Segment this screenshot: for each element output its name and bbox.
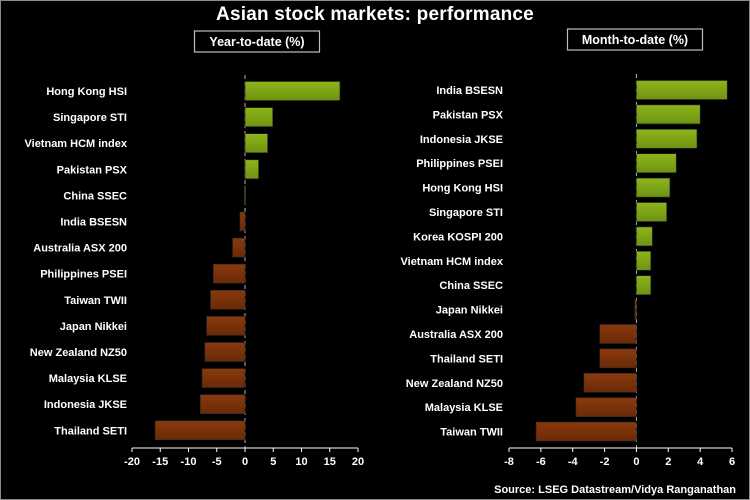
bar-ytd-0: [244, 81, 341, 101]
bar-ytd-12: [200, 394, 246, 415]
tick-label-ytd-8: 20: [352, 456, 364, 468]
bar-mtd-3: [636, 153, 677, 173]
bar-mtd-0: [636, 80, 728, 100]
category-label-ytd-7: Philippines PSEI: [40, 269, 127, 281]
chart-title: Asian stock markets: performance: [216, 4, 534, 25]
tick-label-mtd-4: 0: [633, 456, 639, 468]
tick-label-ytd-1: -15: [152, 456, 168, 468]
bar-ytd-7: [213, 263, 246, 284]
category-label-ytd-1: Singapore STI: [53, 112, 127, 124]
bar-ytd-13: [154, 420, 246, 441]
bar-ytd-5: [239, 211, 246, 232]
category-label-ytd-13: Thailand SETI: [54, 425, 127, 437]
category-label-mtd-10: Australia ASX 200: [409, 329, 503, 341]
tick-label-mtd-5: 2: [665, 456, 671, 468]
tick-label-mtd-1: -6: [536, 456, 546, 468]
category-label-ytd-0: Hong Kong HSI: [46, 86, 127, 98]
category-label-mtd-4: Hong Kong HSI: [422, 183, 503, 195]
category-label-ytd-3: Pakistan PSX: [57, 164, 128, 176]
category-label-mtd-7: Vietnam HCM index: [401, 256, 504, 268]
mtd-panel-title: Month-to-date (%): [582, 33, 688, 47]
category-label-mtd-12: New Zealand NZ50: [406, 378, 503, 390]
bar-mtd-11: [599, 348, 637, 369]
category-label-mtd-1: Pakistan PSX: [433, 109, 504, 121]
category-label-mtd-8: China SSEC: [439, 280, 503, 292]
category-label-ytd-4: China SSEC: [63, 190, 127, 202]
bar-ytd-3: [244, 159, 259, 180]
category-label-ytd-11: Malaysia KLSE: [49, 373, 127, 385]
category-label-ytd-12: Indonesia JKSE: [44, 399, 127, 411]
tick-label-mtd-3: -2: [600, 456, 610, 468]
source-note: Source: LSEG Datastream/Vidya Ranganatha…: [494, 484, 736, 496]
panel-title-box: [193, 30, 321, 53]
tick-label-ytd-5: 5: [270, 456, 276, 468]
bar-mtd-2: [636, 129, 698, 149]
tick-label-ytd-2: -10: [181, 456, 197, 468]
bar-mtd-7: [636, 251, 652, 271]
category-label-mtd-2: Indonesia JKSE: [420, 134, 503, 146]
bar-mtd-14: [535, 421, 637, 442]
category-label-mtd-11: Thailand SETI: [430, 353, 503, 365]
category-label-mtd-5: Singapore STI: [429, 207, 503, 219]
bar-mtd-13: [575, 397, 637, 418]
tick-label-ytd-4: 0: [242, 456, 248, 468]
panel-title-box: [566, 28, 704, 51]
bar-mtd-12: [583, 372, 637, 393]
bar-ytd-1: [244, 107, 273, 127]
bar-ytd-6: [232, 237, 246, 258]
bar-ytd-10: [204, 342, 246, 362]
bar-mtd-5: [636, 202, 667, 222]
bar-mtd-6: [636, 226, 653, 247]
category-label-mtd-0: India BSESN: [436, 85, 503, 97]
tick-label-mtd-7: 6: [729, 456, 735, 468]
category-label-mtd-13: Malaysia KLSE: [425, 402, 503, 414]
category-label-mtd-14: Taiwan TWII: [440, 427, 503, 439]
bar-ytd-9: [206, 316, 246, 336]
category-label-ytd-6: Australia ASX 200: [33, 243, 127, 255]
category-label-ytd-5: India BSESN: [60, 217, 127, 229]
tick-label-ytd-0: -20: [124, 456, 140, 468]
bar-mtd-1: [636, 104, 701, 125]
category-label-ytd-8: Taiwan TWII: [64, 295, 127, 307]
ytd-panel-title: Year-to-date (%): [209, 35, 304, 49]
tick-label-mtd-6: 4: [697, 456, 704, 468]
bar-mtd-8: [636, 275, 652, 296]
tick-label-ytd-7: 15: [324, 456, 336, 468]
tick-label-mtd-0: -8: [504, 456, 514, 468]
tick-label-mtd-2: -4: [568, 456, 579, 468]
bar-ytd-4: [244, 185, 246, 206]
bar-ytd-2: [244, 133, 268, 153]
category-label-ytd-10: New Zealand NZ50: [30, 347, 127, 359]
category-label-ytd-2: Vietnam HCM index: [25, 138, 128, 150]
tick-label-ytd-6: 10: [295, 456, 307, 468]
bar-mtd-4: [636, 177, 671, 198]
panel-month-to-date: Month-to-date (%) India BSESN Pakistan PSX…: [401, 28, 735, 468]
panel-year-to-date: Year-to-date (%) Hong Kong HSI Singapore S…: [25, 30, 364, 468]
category-label-mtd-6: Korea KOSPI 200: [413, 231, 503, 243]
category-label-mtd-3: Philippines PSEI: [416, 158, 503, 170]
category-label-mtd-9: Japan Nikkei: [436, 305, 503, 317]
bar-mtd-9: [634, 299, 637, 320]
bar-ytd-8: [210, 289, 246, 310]
bar-mtd-10: [599, 324, 637, 344]
bar-ytd-11: [201, 368, 246, 388]
category-label-ytd-9: Japan Nikkei: [60, 321, 127, 333]
tick-label-ytd-3: -5: [212, 456, 222, 468]
